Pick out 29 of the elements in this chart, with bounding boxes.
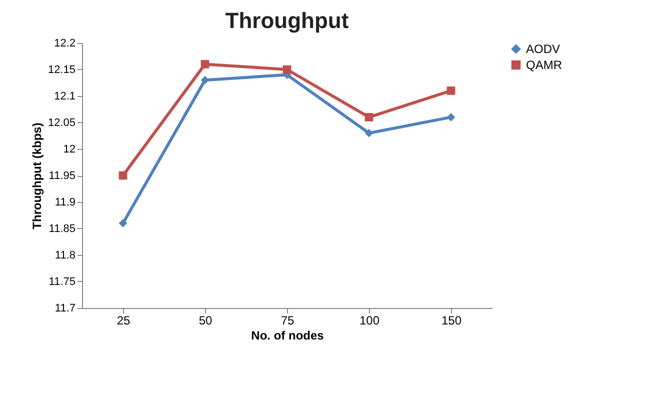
x-tick-label: 100 [359,314,380,328]
x-axis-title: No. of nodes [251,328,324,342]
point [364,113,374,122]
y-tick-label: 11.7 [54,302,76,314]
y-tick-label: 12.2 [54,38,76,50]
point [200,60,210,68]
y-tick-label: 12.15 [48,64,76,76]
point [446,113,456,122]
chart-title: Throughput [225,8,350,33]
x-tick-label: 75 [280,314,294,328]
point [446,86,456,95]
point [282,65,292,74]
y-tick-label: 12.05 [48,117,76,129]
x-tick-label: 50 [198,314,212,328]
point [364,128,374,138]
y-tick-label: 12.1 [54,90,76,102]
y-tick-label: 11.9 [54,196,76,208]
y-tick-label: 12 [63,144,76,156]
y-tick-label: 11.95 [48,170,76,182]
y-tick-label: 11.75 [48,276,76,288]
point [118,171,128,180]
x-tick-label: 150 [441,314,462,328]
y-tick-label: 11.85 [48,223,76,235]
y-axis-title: Throughput (kbps) [30,122,44,230]
x-tick-label: 25 [116,314,130,328]
y-tick-label: 11.8 [54,250,76,262]
legend-label: AODV [526,42,560,56]
point [118,219,128,228]
legend-label: QAMR [526,58,562,72]
